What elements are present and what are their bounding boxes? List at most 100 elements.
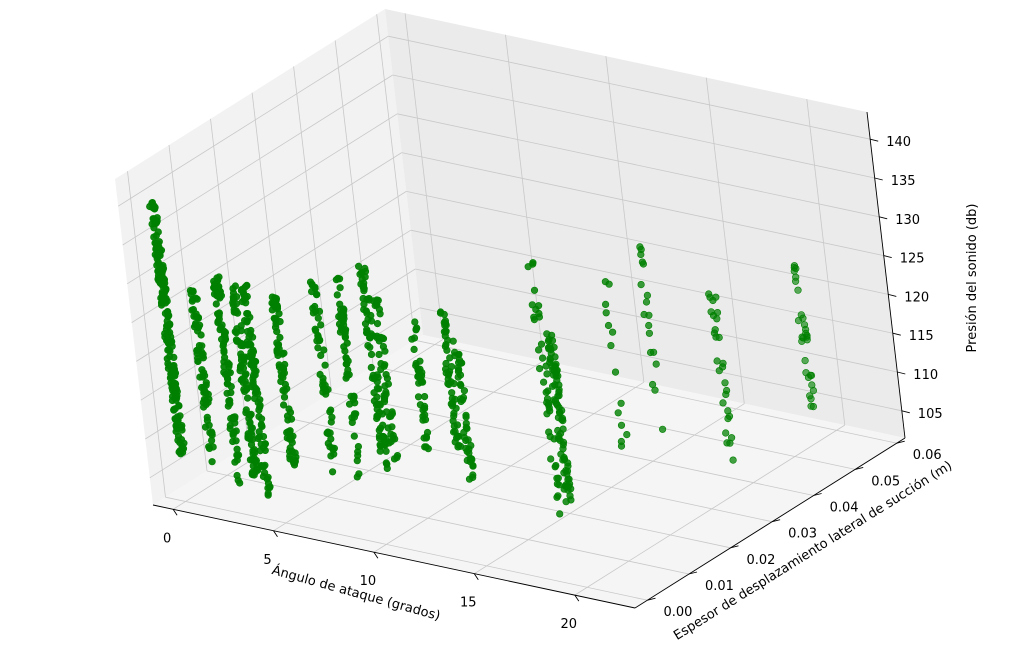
data-point [328,413,336,421]
data-point [209,443,217,451]
data-point [210,290,219,298]
data-point [223,380,231,388]
z-tick [901,410,910,414]
data-point [189,306,197,314]
data-point [652,360,660,368]
data-point [350,432,358,440]
x-tick-label: 0 [163,531,171,546]
grid-line-y-left [376,14,416,341]
data-point [205,421,213,429]
data-point [608,328,617,336]
data-point [176,447,184,455]
data-point [314,333,322,341]
data-point [645,329,654,337]
data-point [340,343,348,351]
data-point [452,404,460,412]
data-point [448,389,456,397]
data-point [726,439,734,447]
data-point [360,300,368,308]
grid-line-x-floor [474,403,745,575]
data-point [423,428,432,437]
data-point [364,315,372,324]
grid-line-z-back [410,229,893,334]
data-point [379,343,388,351]
data-point [542,362,550,370]
data-point [208,458,216,466]
data-point [547,455,555,463]
data-point [384,380,393,388]
data-point [375,385,383,393]
data-point [617,421,626,429]
data-point [200,403,208,411]
data-point [376,310,384,318]
data-point [172,427,180,436]
z-tick-label: 105 [918,407,943,422]
data-point [227,389,235,397]
data-point [220,346,228,355]
data-point [324,429,332,438]
data-point [539,378,548,386]
data-point [321,361,329,369]
grid-line-z-left [131,152,402,323]
grid-line-x-floor [172,338,444,510]
z-tick [870,138,879,142]
data-point [340,321,348,329]
data-point [236,479,244,487]
data-point [177,436,186,444]
grid-line-z-back [406,191,889,295]
z-tick-label: 130 [895,213,920,228]
data-point [534,346,543,354]
data-point [554,426,562,435]
data-point [327,452,335,460]
grid-line-x-back [806,99,846,426]
data-point [337,310,345,318]
data-point [543,370,551,378]
data-point [802,369,810,377]
data-point [354,448,362,456]
data-point [276,333,284,342]
data-point [316,370,324,379]
data-point [280,401,288,409]
data-point [381,394,389,402]
data-point [249,381,257,389]
data-point [637,281,645,289]
grid-line-y-floor [290,418,773,523]
data-point [719,399,727,407]
data-point [469,473,477,482]
data-point [342,354,350,362]
data-point [721,379,729,387]
data-point [408,335,416,343]
data-point [306,278,315,286]
data-point [314,314,322,322]
data-point [623,431,631,439]
data-point [225,362,233,371]
data-point [442,327,450,335]
data-point [552,462,560,470]
data-point [637,250,645,259]
grid-line-z-back [397,113,880,218]
grid-line-z-back [388,35,871,140]
data-point [436,309,445,317]
data-point [563,467,572,475]
data-point [367,350,376,359]
data-point [343,372,351,380]
z-tick [883,255,892,259]
data-point [309,309,318,317]
grid-line-y-left [293,66,332,393]
data-point [638,258,647,266]
data-point [709,296,717,305]
z-tick-label: 135 [891,174,916,189]
data-point [463,456,471,465]
x-tick-label: 10 [360,574,377,589]
data-point [640,310,648,319]
grid-line-y-floor [248,444,731,549]
data-point [254,389,262,398]
data-point [375,426,383,434]
data-point [202,379,210,387]
data-point [607,342,615,350]
data-point [391,435,399,443]
data-point [237,341,245,350]
data-point [382,371,390,379]
data-point [150,233,158,241]
